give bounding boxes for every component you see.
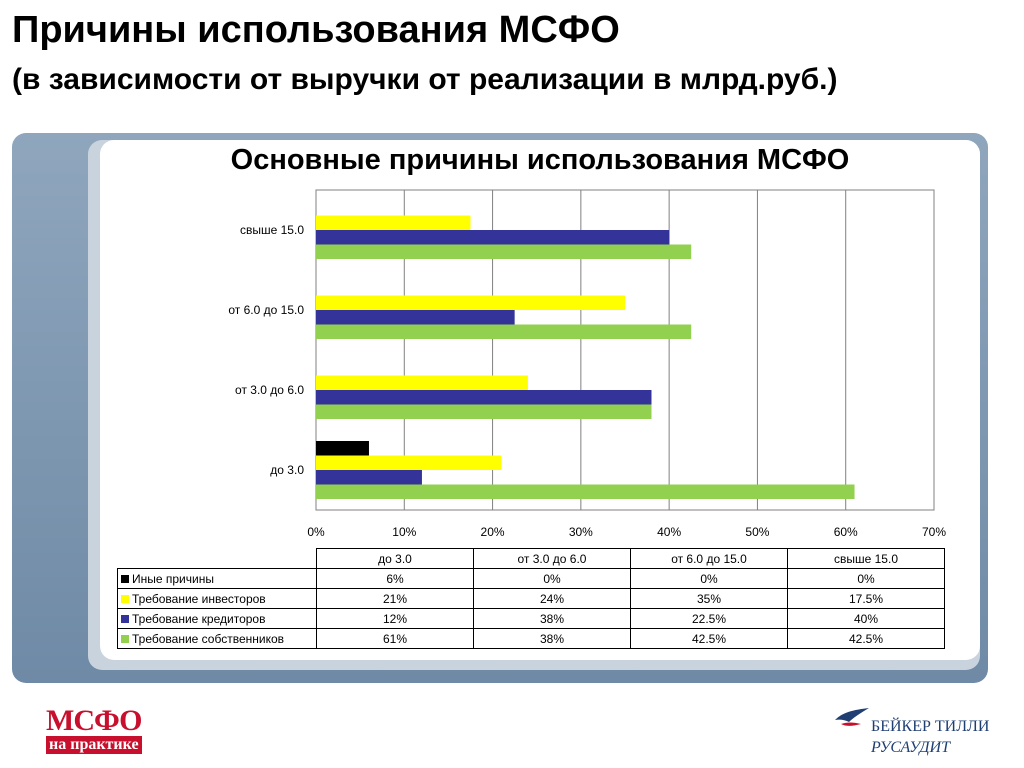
bar bbox=[316, 295, 625, 310]
table-row: Требование кредиторов 12% 38% 22.5% 40% bbox=[117, 608, 945, 629]
legend-key bbox=[121, 594, 129, 603]
legend-entry: Иные причины bbox=[117, 568, 317, 589]
table-header-cell: свыше 15.0 bbox=[787, 548, 945, 569]
table-corner bbox=[117, 548, 317, 569]
table-row: Иные причины 6% 0% 0% 0% bbox=[117, 568, 945, 589]
msfo-logo-line2: на практике bbox=[46, 736, 142, 754]
table-cell: 21% bbox=[316, 588, 474, 609]
legend-entry: Требование кредиторов bbox=[117, 608, 317, 629]
y-category-label: от 3.0 до 6.0 bbox=[235, 383, 304, 397]
table-cell: 38% bbox=[473, 628, 631, 649]
table-cell: 40% bbox=[787, 608, 945, 629]
x-tick-label: 10% bbox=[392, 525, 416, 539]
bar bbox=[316, 215, 471, 230]
table-cell: 0% bbox=[630, 568, 788, 589]
table-cell: 0% bbox=[473, 568, 631, 589]
data-table: до 3.0 от 3.0 до 6.0 от 6.0 до 15.0 свыше 1… bbox=[117, 548, 945, 649]
table-cell: 22.5% bbox=[630, 608, 788, 629]
bar bbox=[316, 244, 692, 259]
bar bbox=[316, 375, 528, 390]
legend-key bbox=[121, 574, 129, 583]
bar bbox=[316, 390, 652, 405]
bar bbox=[316, 441, 369, 456]
table-cell: 61% bbox=[316, 628, 474, 649]
bar bbox=[316, 484, 855, 499]
bar bbox=[316, 470, 422, 485]
table-header-row: до 3.0 от 3.0 до 6.0 от 6.0 до 15.0 свыше 1… bbox=[117, 548, 945, 569]
slide-title: Причины использования МСФО bbox=[12, 9, 620, 51]
x-tick-label: 20% bbox=[481, 525, 505, 539]
msfo-logo-line1: МСФО bbox=[46, 704, 142, 737]
slide-subtitle: (в зависимости от выручки от реализации … bbox=[12, 63, 838, 96]
table-cell: 35% bbox=[630, 588, 788, 609]
table-cell: 0% bbox=[787, 568, 945, 589]
baker-tilly-line2: РУСАУДИТ bbox=[871, 739, 950, 756]
chart-title: Основные причины использования МСФО bbox=[230, 144, 850, 176]
y-category-label: до 3.0 bbox=[270, 463, 304, 477]
table-header-cell: от 3.0 до 6.0 bbox=[473, 548, 631, 569]
table-header-cell: от 6.0 до 15.0 bbox=[630, 548, 788, 569]
x-tick-label: 0% bbox=[307, 525, 325, 539]
table-header-cell: до 3.0 bbox=[316, 548, 474, 569]
table-cell: 12% bbox=[316, 608, 474, 629]
y-category-label: от 6.0 до 15.0 bbox=[228, 303, 304, 317]
x-tick-label: 40% bbox=[657, 525, 681, 539]
table-cell: 24% bbox=[473, 588, 631, 609]
x-tick-label: 60% bbox=[834, 525, 858, 539]
bar bbox=[316, 455, 502, 470]
x-tick-label: 30% bbox=[569, 525, 593, 539]
table-cell: 42.5% bbox=[630, 628, 788, 649]
bird-icon bbox=[835, 708, 869, 726]
table-cell: 42.5% bbox=[787, 628, 945, 649]
legend-entry: Требование собственников bbox=[117, 628, 317, 649]
x-tick-label: 70% bbox=[922, 525, 946, 539]
table-cell: 17.5% bbox=[787, 588, 945, 609]
bar bbox=[316, 310, 515, 325]
legend-entry: Требование инвесторов bbox=[117, 588, 317, 609]
table-row: Требование инвесторов 21% 24% 35% 17.5% bbox=[117, 588, 945, 609]
msfo-logo: МСФО на практике bbox=[46, 706, 142, 754]
legend-key bbox=[121, 634, 129, 643]
bar bbox=[316, 404, 652, 419]
y-category-label: свыше 15.0 bbox=[240, 223, 304, 237]
bar bbox=[316, 230, 670, 245]
table-row: Требование собственников 61% 38% 42.5% 42.5% bbox=[117, 628, 945, 649]
table-cell: 6% bbox=[316, 568, 474, 589]
baker-tilly-line1: БЕЙКЕР ТИЛЛИ bbox=[871, 718, 990, 735]
table-cell: 38% bbox=[473, 608, 631, 629]
legend-key bbox=[121, 614, 129, 623]
bar bbox=[316, 324, 692, 339]
x-tick-label: 50% bbox=[745, 525, 769, 539]
